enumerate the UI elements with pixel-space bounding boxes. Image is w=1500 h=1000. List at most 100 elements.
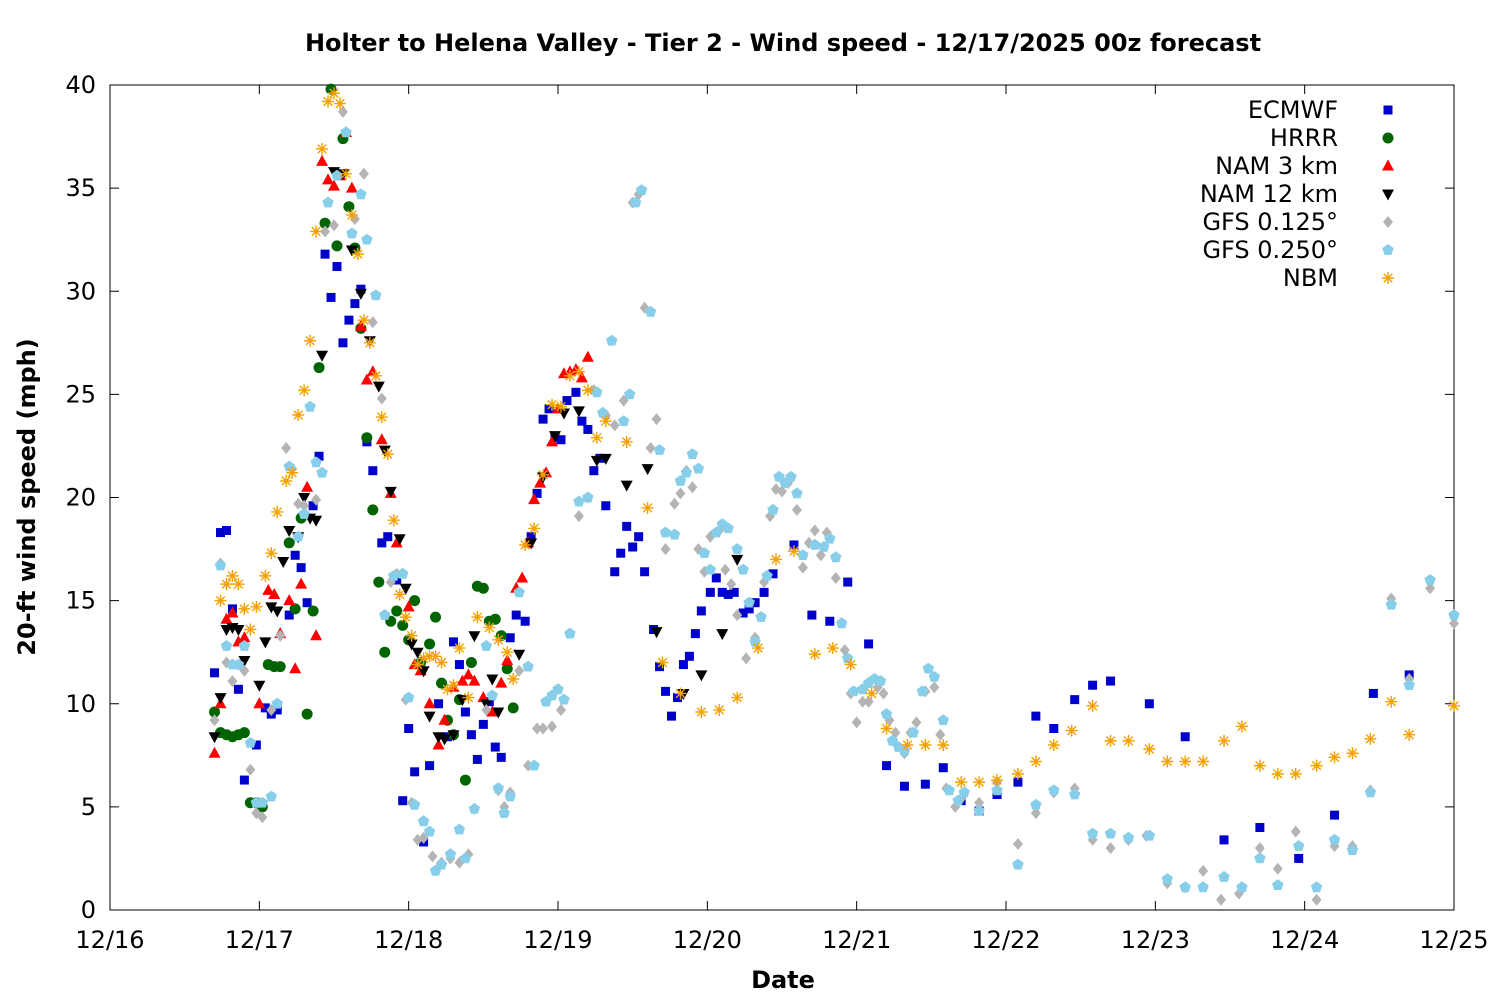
data-point: [233, 684, 243, 694]
data-point: [808, 648, 821, 661]
data-point: [238, 727, 250, 739]
data-point: [1449, 617, 1459, 630]
data-point: [818, 541, 830, 552]
data-point: [289, 603, 301, 615]
data-point: [375, 433, 388, 445]
data-point: [544, 404, 554, 414]
data-point: [1031, 711, 1041, 721]
data-point: [507, 673, 520, 685]
data-point: [1289, 767, 1302, 780]
data-point: [520, 616, 530, 626]
data-point: [991, 774, 1004, 787]
data-point: [304, 400, 316, 412]
data-point: [454, 660, 464, 670]
data-point: [1330, 810, 1340, 820]
data-point: [599, 453, 612, 465]
data-point: [486, 674, 499, 686]
data-point: [514, 664, 525, 677]
data-point: [411, 647, 424, 659]
x-tick-label: 12/19: [523, 926, 592, 954]
data-point: [1328, 833, 1341, 845]
data-point: [1122, 734, 1135, 747]
data-point: [1425, 582, 1436, 595]
x-axis-label: Date: [751, 966, 815, 994]
data-point: [209, 714, 220, 727]
legend-label: GFS 0.125°: [1202, 208, 1338, 236]
data-point: [656, 656, 669, 669]
data-point: [358, 167, 369, 180]
data-point: [427, 850, 438, 863]
data-point: [393, 588, 406, 601]
data-point: [668, 528, 681, 540]
data-point: [483, 621, 496, 634]
data-point: [298, 508, 310, 519]
data-point: [1235, 720, 1248, 733]
data-point: [268, 587, 281, 599]
data-point: [690, 629, 700, 639]
data-point: [1216, 893, 1227, 906]
data-point: [459, 774, 471, 786]
data-point: [710, 526, 722, 538]
data-point: [974, 796, 985, 809]
data-point: [929, 681, 940, 694]
data-point: [1271, 767, 1284, 780]
data-point: [651, 413, 662, 426]
data-point: [1272, 862, 1283, 875]
data-point: [674, 475, 687, 486]
data-point: [770, 553, 783, 566]
legend-label: HRRR: [1270, 124, 1338, 152]
data-point: [253, 697, 266, 709]
data-point: [220, 612, 233, 624]
data-point: [791, 503, 802, 516]
data-point: [373, 576, 385, 588]
data-point: [572, 406, 585, 418]
data-point: [755, 611, 767, 622]
data-point: [1219, 835, 1229, 845]
legend-label: NAM 3 km: [1215, 152, 1338, 180]
data-point: [501, 653, 514, 665]
data-point: [465, 657, 477, 668]
data-point: [388, 569, 400, 581]
legend-label: ECMWF: [1248, 96, 1338, 124]
data-point: [1255, 823, 1265, 832]
data-point: [797, 549, 809, 561]
data-point: [275, 629, 286, 642]
x-tick-label: 12/21: [822, 926, 891, 954]
data-point: [1272, 879, 1284, 891]
data-point: [609, 419, 620, 432]
y-tick-label: 15: [65, 587, 96, 615]
series-gfs-0-250: [214, 126, 1460, 893]
data-point: [606, 334, 618, 346]
data-point: [672, 693, 682, 703]
data-point: [408, 798, 421, 810]
data-point: [438, 734, 451, 746]
data-point: [886, 734, 899, 746]
data-point: [695, 670, 708, 682]
data-point: [397, 567, 409, 579]
data-point: [741, 652, 752, 665]
data-point: [368, 466, 378, 476]
data-point: [361, 432, 373, 444]
data-point: [882, 761, 892, 771]
data-point: [1088, 680, 1098, 690]
data-point: [296, 563, 306, 573]
data-point: [599, 415, 612, 428]
data-point: [271, 505, 284, 518]
data-point: [208, 732, 221, 744]
data-point: [675, 487, 686, 500]
data-point: [423, 697, 436, 709]
data-point: [322, 173, 335, 185]
legend-label: NBM: [1283, 264, 1338, 292]
data-point: [1385, 598, 1397, 610]
data-point: [397, 619, 409, 631]
data-point: [462, 668, 475, 680]
data-point: [759, 587, 769, 597]
data-point: [302, 598, 312, 608]
data-point: [1161, 755, 1174, 768]
data-point: [403, 691, 415, 703]
data-point: [549, 431, 562, 443]
data-point: [507, 702, 519, 714]
data-point: [383, 532, 393, 542]
data-point: [490, 742, 500, 752]
chart-title: Holter to Helena Valley - Tier 2 - Wind …: [305, 29, 1261, 57]
